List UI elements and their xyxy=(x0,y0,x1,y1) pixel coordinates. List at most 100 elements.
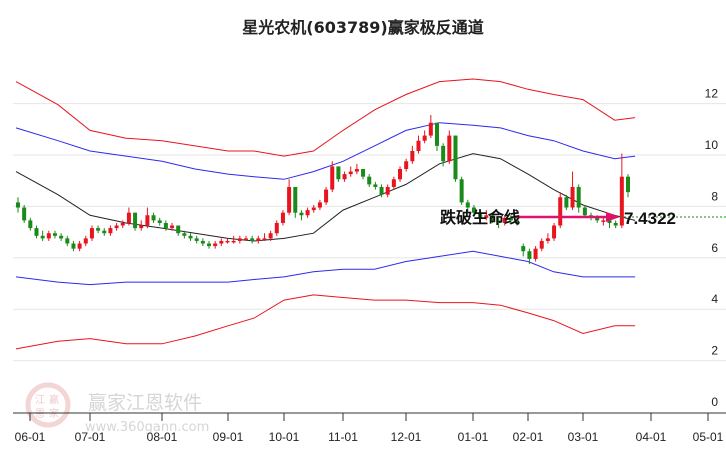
candle xyxy=(151,212,156,223)
candle-body xyxy=(157,220,162,223)
candle-body xyxy=(539,240,544,249)
candle-body xyxy=(324,189,329,203)
candle-body xyxy=(145,215,150,226)
candle-body xyxy=(441,145,446,162)
candle-body xyxy=(342,174,347,180)
candle-body xyxy=(391,179,396,187)
watermark-logo-char: 恩 xyxy=(35,408,45,420)
candle-body xyxy=(213,243,218,247)
candle-body xyxy=(293,186,298,213)
candle xyxy=(434,122,439,151)
candle-body xyxy=(262,238,267,240)
candle-body xyxy=(108,228,113,234)
candle xyxy=(576,184,581,213)
candle-body xyxy=(96,228,101,231)
candle-body xyxy=(120,222,125,226)
candle-body xyxy=(416,140,421,151)
candle-body xyxy=(28,220,33,229)
candle-body xyxy=(570,186,575,208)
candle-body xyxy=(280,212,285,223)
candle-body xyxy=(502,217,507,223)
candle xyxy=(428,115,433,139)
x-tick-label: 01-01 xyxy=(458,430,489,444)
candle-body xyxy=(471,207,476,213)
candle xyxy=(256,235,261,244)
candle xyxy=(40,230,45,241)
candle-body xyxy=(496,220,501,223)
watermark: 江赢恩 家赢家江恩软件www.360gann.com xyxy=(25,382,209,435)
candle xyxy=(157,217,162,226)
candle xyxy=(207,240,212,249)
candle xyxy=(219,238,224,247)
candle xyxy=(324,186,329,205)
candle-body xyxy=(274,222,279,234)
candle-body xyxy=(484,215,489,218)
candle-body xyxy=(447,135,452,162)
candle xyxy=(213,240,218,249)
x-tick-label: 11-01 xyxy=(328,430,358,444)
candle xyxy=(564,194,569,211)
candle xyxy=(570,171,575,211)
candle-body xyxy=(34,228,39,236)
candle-body xyxy=(170,225,175,229)
candle xyxy=(34,225,39,239)
candle-body xyxy=(305,210,310,216)
x-tick-label: 03-01 xyxy=(568,430,599,444)
candle xyxy=(404,158,409,172)
candle-body xyxy=(398,168,403,180)
candle-body xyxy=(404,161,409,169)
candle xyxy=(250,235,255,244)
candle xyxy=(299,210,304,221)
candle-body xyxy=(361,168,366,177)
candle-body xyxy=(317,202,322,208)
candle-body xyxy=(200,240,205,244)
candle-body xyxy=(114,225,119,229)
candle-body xyxy=(59,235,64,239)
arrow-head-icon xyxy=(606,211,620,222)
candle xyxy=(539,238,544,252)
candle-body xyxy=(626,176,630,193)
candle xyxy=(619,153,624,229)
candle-body xyxy=(311,207,316,211)
candle xyxy=(194,235,199,244)
candle-body xyxy=(490,215,495,221)
candle xyxy=(391,176,396,190)
candle xyxy=(459,176,464,205)
y-tick-label: 6 xyxy=(711,241,718,255)
candle xyxy=(330,161,335,193)
candle xyxy=(200,238,205,247)
candle xyxy=(145,207,150,229)
band-line-inner-lower xyxy=(15,250,636,286)
candle-body xyxy=(373,184,378,187)
band-line-inner-upper xyxy=(15,122,636,180)
candle xyxy=(293,186,298,218)
candle xyxy=(59,233,64,241)
candle-body xyxy=(330,166,335,190)
candle xyxy=(515,217,520,226)
candle-body xyxy=(545,238,550,241)
candle xyxy=(96,225,101,234)
candle-body xyxy=(250,238,255,241)
candle xyxy=(274,220,279,236)
candle xyxy=(120,220,125,229)
candle xyxy=(545,233,550,244)
band-line-outer-upper xyxy=(15,78,636,157)
candle xyxy=(521,243,526,257)
y-tick-label: 12 xyxy=(705,87,719,101)
candle xyxy=(453,135,458,182)
candle-body xyxy=(22,207,27,221)
annotation-text: 跌破生命线 xyxy=(440,208,520,227)
candle-body xyxy=(385,186,390,195)
candle xyxy=(502,215,507,226)
candle-body xyxy=(219,240,224,244)
candle-body xyxy=(582,207,587,216)
candle xyxy=(102,228,107,236)
y-tick-label: 2 xyxy=(711,344,718,358)
candle-body xyxy=(558,197,563,226)
candle xyxy=(89,225,94,241)
candle-body xyxy=(268,233,273,239)
candle-body xyxy=(194,238,199,241)
candle xyxy=(626,174,630,198)
candle xyxy=(508,215,513,223)
candle-body xyxy=(619,176,624,226)
